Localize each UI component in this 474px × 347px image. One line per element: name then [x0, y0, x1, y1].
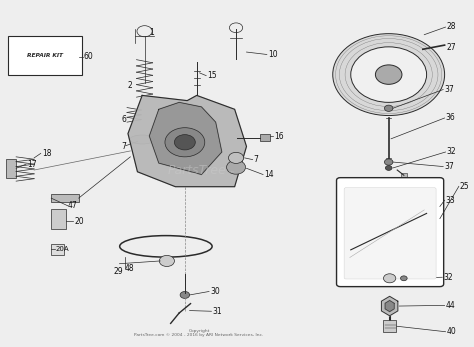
Text: 10: 10 [268, 50, 277, 59]
Polygon shape [128, 95, 246, 187]
Text: 16: 16 [274, 132, 283, 141]
Polygon shape [385, 301, 394, 312]
Text: 7: 7 [121, 142, 126, 151]
Circle shape [351, 47, 427, 102]
Text: 33: 33 [446, 196, 456, 205]
Circle shape [383, 274, 396, 283]
Circle shape [385, 166, 392, 170]
Circle shape [180, 291, 190, 298]
Circle shape [401, 276, 407, 281]
Text: 6: 6 [121, 115, 126, 124]
Text: 32: 32 [447, 147, 456, 156]
Text: 18: 18 [42, 149, 51, 158]
Circle shape [384, 159, 393, 165]
Circle shape [174, 135, 195, 150]
Text: 1: 1 [149, 28, 154, 37]
Text: 32: 32 [443, 273, 453, 282]
Text: 47: 47 [68, 201, 78, 210]
Ellipse shape [130, 135, 155, 144]
Text: Copyright
PartsTree.com © 2004 - 2016 by ARI Network Services, Inc.: Copyright PartsTree.com © 2004 - 2016 by… [135, 329, 264, 337]
Text: REPAIR KIT: REPAIR KIT [27, 53, 63, 58]
Bar [51, 209, 66, 229]
Polygon shape [149, 102, 222, 175]
Bar [6, 159, 16, 178]
Text: 25: 25 [460, 182, 469, 191]
Bar [51, 244, 64, 255]
Text: 60: 60 [84, 52, 94, 61]
Bar [51, 194, 79, 202]
FancyBboxPatch shape [8, 36, 82, 75]
Text: 48: 48 [125, 264, 134, 273]
Text: 29: 29 [114, 266, 123, 276]
Text: 20: 20 [74, 217, 84, 226]
Circle shape [228, 152, 244, 163]
Circle shape [375, 65, 402, 84]
Text: ™: ™ [228, 170, 235, 177]
Text: 15: 15 [207, 71, 217, 80]
Text: 14: 14 [264, 170, 273, 179]
Bar [383, 320, 396, 332]
Text: 36: 36 [446, 113, 456, 122]
Bar [401, 173, 407, 180]
Text: 30: 30 [210, 287, 220, 296]
Polygon shape [382, 296, 398, 316]
Text: 44: 44 [446, 301, 456, 310]
FancyBboxPatch shape [337, 178, 444, 287]
Text: 27: 27 [447, 43, 456, 52]
Circle shape [165, 128, 205, 157]
Bar [260, 134, 270, 141]
Text: 28: 28 [447, 22, 456, 31]
Circle shape [333, 34, 445, 116]
FancyBboxPatch shape [344, 188, 436, 279]
Circle shape [159, 255, 174, 266]
Text: 17: 17 [27, 160, 37, 169]
Text: 31: 31 [212, 307, 222, 316]
Circle shape [384, 105, 393, 111]
Text: PartsTree: PartsTree [167, 163, 226, 177]
Text: 37: 37 [444, 162, 454, 171]
Circle shape [227, 160, 246, 174]
Text: 40: 40 [447, 327, 456, 336]
Text: 2: 2 [127, 81, 132, 90]
Text: 7: 7 [254, 155, 258, 164]
Text: 20A: 20A [56, 246, 70, 253]
Text: 37: 37 [444, 85, 454, 94]
